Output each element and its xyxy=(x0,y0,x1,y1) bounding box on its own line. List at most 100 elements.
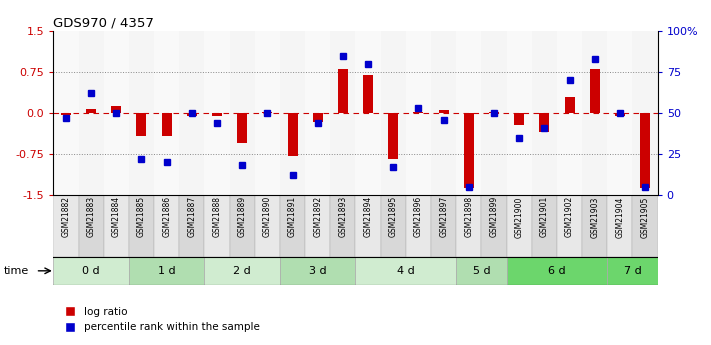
Text: 5 d: 5 d xyxy=(473,266,490,276)
Bar xyxy=(205,257,280,285)
Bar xyxy=(331,195,356,257)
Bar xyxy=(615,113,625,116)
Bar xyxy=(406,195,431,257)
Bar xyxy=(532,195,557,257)
Text: 6 d: 6 d xyxy=(548,266,566,276)
Text: GDS970 / 4357: GDS970 / 4357 xyxy=(53,17,154,30)
Bar xyxy=(456,31,481,195)
Bar xyxy=(540,113,550,132)
Text: GSM21884: GSM21884 xyxy=(112,196,121,237)
Bar xyxy=(280,31,305,195)
Text: GSM21889: GSM21889 xyxy=(237,196,247,237)
Bar xyxy=(633,195,658,257)
Bar xyxy=(331,31,356,195)
Bar xyxy=(129,257,205,285)
Bar xyxy=(532,31,557,195)
Bar xyxy=(154,195,179,257)
Bar xyxy=(237,113,247,143)
Bar xyxy=(464,113,474,188)
Bar xyxy=(161,113,171,137)
Bar xyxy=(205,195,230,257)
Bar xyxy=(406,31,431,195)
Bar xyxy=(607,257,658,285)
Bar xyxy=(388,113,398,159)
Text: GSM21882: GSM21882 xyxy=(61,196,70,237)
Bar xyxy=(380,195,406,257)
Bar xyxy=(129,195,154,257)
Text: GSM21904: GSM21904 xyxy=(616,196,624,238)
Bar xyxy=(313,113,323,122)
Bar xyxy=(506,257,607,285)
Bar xyxy=(589,69,600,113)
Bar xyxy=(506,195,532,257)
Bar xyxy=(179,31,205,195)
Bar xyxy=(86,109,96,113)
Bar xyxy=(489,112,499,113)
Bar xyxy=(154,31,179,195)
Bar xyxy=(640,113,650,188)
Text: GSM21903: GSM21903 xyxy=(590,196,599,238)
Bar xyxy=(179,195,205,257)
Bar xyxy=(356,195,380,257)
Bar xyxy=(129,31,154,195)
Text: GSM21902: GSM21902 xyxy=(565,196,574,237)
Text: 4 d: 4 d xyxy=(397,266,415,276)
Bar xyxy=(431,31,456,195)
Legend: log ratio, percentile rank within the sample: log ratio, percentile rank within the sa… xyxy=(55,303,264,336)
Text: GSM21885: GSM21885 xyxy=(137,196,146,237)
Bar xyxy=(104,195,129,257)
Bar xyxy=(78,31,104,195)
Bar xyxy=(53,31,78,195)
Bar xyxy=(53,195,78,257)
Text: 1 d: 1 d xyxy=(158,266,176,276)
Bar xyxy=(61,113,71,115)
Text: 3 d: 3 d xyxy=(309,266,326,276)
Bar xyxy=(582,31,607,195)
Bar xyxy=(212,113,222,116)
Text: GSM21894: GSM21894 xyxy=(363,196,373,237)
Bar xyxy=(255,195,280,257)
Text: GSM21891: GSM21891 xyxy=(288,196,297,237)
Text: GSM21887: GSM21887 xyxy=(187,196,196,237)
Text: GSM21899: GSM21899 xyxy=(489,196,498,237)
Text: 2 d: 2 d xyxy=(233,266,251,276)
Bar xyxy=(78,195,104,257)
Bar xyxy=(557,195,582,257)
Text: 0 d: 0 d xyxy=(82,266,100,276)
Bar xyxy=(230,31,255,195)
Text: GSM21883: GSM21883 xyxy=(87,196,95,237)
Text: GSM21897: GSM21897 xyxy=(439,196,448,237)
Bar xyxy=(255,31,280,195)
Text: time: time xyxy=(4,266,29,276)
Bar xyxy=(557,31,582,195)
Bar xyxy=(205,31,230,195)
Bar xyxy=(230,195,255,257)
Bar xyxy=(111,106,122,113)
Text: GSM21896: GSM21896 xyxy=(414,196,423,237)
Bar xyxy=(137,113,146,137)
Text: GSM21890: GSM21890 xyxy=(263,196,272,237)
Bar xyxy=(439,110,449,113)
Bar xyxy=(514,113,524,125)
Text: GSM21905: GSM21905 xyxy=(641,196,650,238)
Text: 7 d: 7 d xyxy=(624,266,641,276)
Bar xyxy=(481,195,506,257)
Text: GSM21898: GSM21898 xyxy=(464,196,474,237)
Bar xyxy=(582,195,607,257)
Bar xyxy=(356,31,380,195)
Text: GSM21888: GSM21888 xyxy=(213,196,222,237)
Bar xyxy=(356,257,456,285)
Bar xyxy=(481,31,506,195)
Bar xyxy=(280,257,356,285)
Bar xyxy=(280,195,305,257)
Text: GSM21886: GSM21886 xyxy=(162,196,171,237)
Text: GSM21893: GSM21893 xyxy=(338,196,348,237)
Bar xyxy=(187,113,197,116)
Bar xyxy=(456,257,506,285)
Bar xyxy=(431,195,456,257)
Bar xyxy=(104,31,129,195)
Bar xyxy=(456,195,481,257)
Text: GSM21901: GSM21901 xyxy=(540,196,549,237)
Bar xyxy=(633,31,658,195)
Text: GSM21892: GSM21892 xyxy=(314,196,322,237)
